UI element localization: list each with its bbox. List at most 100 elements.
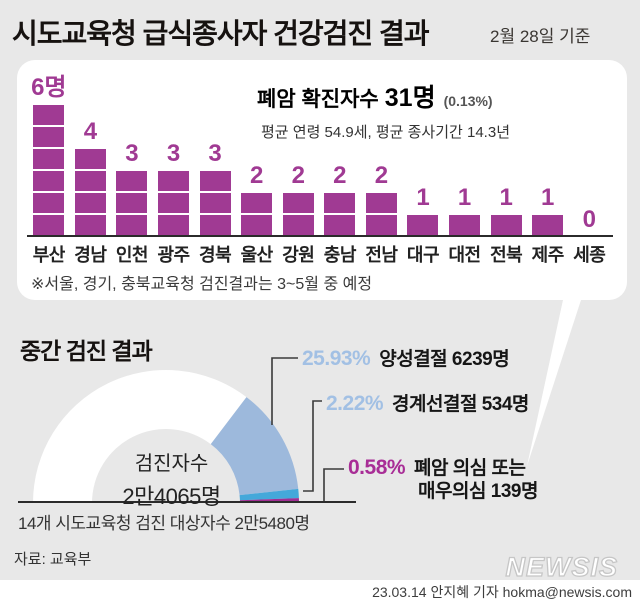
bar-segment	[74, 215, 106, 235]
x-axis-label-제주: 제주	[531, 245, 565, 265]
annotation-percent: (0.13%)	[443, 93, 493, 109]
x-axis-label-강원: 강원	[282, 245, 315, 265]
bar-value-label: 3	[166, 140, 181, 167]
bar-segment	[199, 215, 231, 235]
donut-segment-remainder	[33, 369, 247, 503]
bar-segment	[324, 193, 356, 213]
bar-segment	[490, 215, 522, 235]
callout-line-benign	[271, 357, 298, 425]
bar-segment	[33, 105, 65, 125]
bar-segment	[241, 215, 273, 235]
reporter-credit: 23.03.14 안지혜 기자 hokma@newsis.com	[372, 584, 632, 600]
bar-segment	[282, 215, 314, 235]
benign-percent: 25.93%	[302, 347, 371, 370]
bar-segment	[199, 193, 231, 213]
bar-column-부산: 6명	[28, 60, 70, 235]
bar-segment	[407, 215, 439, 235]
borderline-desc: 경계선결절 534명	[392, 394, 529, 415]
donut-center-label: 검진자수	[134, 453, 209, 475]
x-axis-label-전남: 전남	[365, 245, 398, 265]
bar-value-label: 4	[83, 118, 98, 145]
donut-segment-경계선결절	[239, 488, 299, 501]
bar-chart-panel: 폐암 확진자수 31명 (0.13%) 평균 연령 54.9세, 평균 종사기간…	[17, 60, 627, 300]
bar-value-label: 2	[250, 162, 264, 189]
bar-chart-bars: 6명 4 3 3 3 2 2 2 2 1 1 1 1 0	[28, 60, 610, 235]
bar-value-label: 2	[291, 162, 305, 189]
annotation-subtitle: 평균 연령 54.9세, 평균 종사기간 14.3년	[261, 124, 510, 141]
bar-segment	[365, 215, 397, 235]
donut-center-text: 검진자수 2만4065명	[94, 447, 249, 511]
bar-segment	[449, 215, 481, 235]
bar-value-label: 1	[416, 184, 430, 211]
bar-value-label: 3	[208, 140, 222, 167]
bar-segment	[158, 215, 190, 235]
x-axis-label-울산: 울산	[240, 245, 274, 265]
bar-segment	[74, 171, 106, 191]
bar-value-label: 1	[541, 184, 555, 211]
date-note: 2월 28일 기준	[490, 27, 591, 46]
suspected-desc-line1: 폐암 의심 또는	[414, 458, 526, 479]
bar-segment	[116, 171, 148, 191]
bar-segment	[158, 171, 190, 191]
bar-segment	[116, 215, 148, 235]
bar-column-전남: 2	[361, 60, 403, 235]
benign-desc: 양성결절 6239명	[379, 349, 510, 370]
callout-line-suspected	[323, 468, 344, 501]
data-source: 자료: 교육부	[14, 551, 92, 568]
semi-donut-chart	[18, 300, 581, 503]
label-suspected-cancer: 0.58% 폐암 의심 또는 매우의심 139명	[348, 456, 538, 503]
x-axis-label-대전: 대전	[448, 245, 482, 265]
newsis-logo: NEWSIS	[505, 551, 618, 582]
bar-segment	[33, 193, 65, 213]
bar-segment	[33, 215, 65, 235]
callout-line-borderline	[303, 400, 322, 492]
bar-segment	[33, 171, 65, 191]
bar-value-label: 0	[582, 206, 596, 233]
bar-column-경북: 3	[194, 60, 236, 235]
x-axis-label-대구: 대구	[406, 245, 440, 265]
bar-segment	[282, 193, 314, 213]
bar-column-제주: 1	[527, 60, 569, 235]
bar-column-전북: 1	[485, 60, 527, 235]
bar-segment	[365, 193, 397, 213]
bar-segment	[199, 171, 231, 191]
bar-column-울산: 2	[236, 60, 278, 235]
bar-column-충남: 2	[319, 60, 361, 235]
bar-segment	[241, 193, 273, 213]
donut-baseline-note: 14개 시도교육청 검진 대상자수 2만5480명	[18, 514, 310, 533]
donut-center-value: 2만4065명	[122, 484, 221, 509]
annotation-label: 폐암 확진자수	[257, 88, 379, 111]
bar-column-인천: 3	[111, 60, 153, 235]
x-axis-label-인천: 인천	[115, 245, 149, 265]
borderline-percent: 2.22%	[326, 392, 384, 415]
suspected-desc-line2: 매우의심 139명	[418, 481, 538, 502]
x-axis-label-전북: 전북	[490, 245, 523, 265]
footer-strip	[0, 580, 640, 600]
x-axis-label-경북: 경북	[199, 245, 232, 265]
bar-value-label: 2	[374, 162, 389, 189]
bar-value-label: 1	[457, 184, 472, 211]
bar-segment	[74, 149, 106, 169]
bar-segment	[158, 193, 190, 213]
annotation-value: 31명	[384, 84, 436, 112]
bar-segment	[33, 127, 65, 147]
bar-column-세종: 0	[569, 60, 611, 235]
x-axis-labels: 부산 경남 인천 광주 경북 울산 강원 충남 전남 대구 대전 전북 제주 세종	[28, 241, 610, 267]
label-borderline-nodule: 2.22% 경계선결절 534명	[326, 389, 529, 416]
bar-value-label: 6명	[31, 74, 67, 101]
bar-segment	[532, 215, 564, 235]
donut-section-title: 중간 검진 결과	[20, 338, 153, 364]
bar-segment	[33, 149, 65, 169]
x-axis-label-부산: 부산	[32, 245, 66, 265]
x-axis-line	[27, 235, 613, 237]
donut-segment-양성결절	[210, 397, 299, 496]
bar-column-대전: 1	[444, 60, 486, 235]
x-axis-label-광주: 광주	[157, 245, 190, 265]
chart-footnote: ※서울, 경기, 충북교육청 검진결과는 3~5월 중 예정	[31, 276, 373, 293]
bar-value-label: 3	[125, 140, 139, 167]
x-axis-label-충남: 충남	[323, 245, 357, 265]
bar-segment	[74, 193, 106, 213]
decorative-slash	[527, 300, 581, 466]
x-axis-label-세종: 세종	[573, 245, 606, 265]
